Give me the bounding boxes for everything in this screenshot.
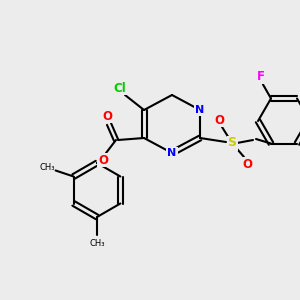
Text: CH₃: CH₃ bbox=[40, 163, 56, 172]
Text: O: O bbox=[242, 158, 252, 170]
Text: S: S bbox=[227, 136, 236, 149]
Text: O: O bbox=[214, 113, 224, 127]
Text: O: O bbox=[102, 110, 112, 122]
Text: CH₃: CH₃ bbox=[89, 238, 105, 247]
Text: O: O bbox=[98, 154, 108, 166]
Text: F: F bbox=[257, 70, 265, 83]
Text: N: N bbox=[167, 148, 177, 158]
Text: Cl: Cl bbox=[114, 82, 126, 94]
Text: N: N bbox=[195, 105, 205, 115]
